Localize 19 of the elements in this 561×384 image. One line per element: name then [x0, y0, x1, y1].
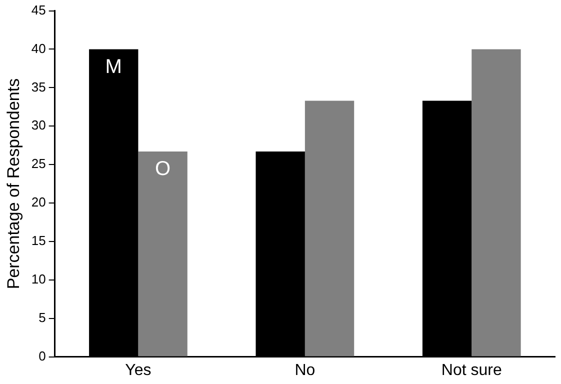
y-tick-label: 5 [38, 310, 46, 325]
bar [138, 152, 188, 356]
y-tick-label: 30 [31, 118, 46, 133]
series-label: O [155, 158, 171, 180]
bar [304, 100, 354, 356]
y-tick-label: 40 [31, 40, 46, 56]
x-tick-label: Yes [125, 362, 152, 379]
y-tick-label: 25 [31, 156, 46, 172]
y-tick-label: 0 [38, 348, 46, 364]
y-tick-label: 10 [31, 271, 46, 286]
x-tick-label: Not sure [441, 362, 502, 379]
series-label: M [105, 56, 122, 78]
y-tick-label: 15 [31, 233, 46, 248]
y-tick-label: 35 [31, 79, 46, 94]
y-axis-title: Percentage of Respondents [4, 78, 23, 290]
x-tick-label: No [294, 362, 316, 379]
bar [472, 49, 521, 356]
y-tick-label: 45 [31, 2, 46, 18]
y-tick-label: 20 [31, 194, 46, 210]
